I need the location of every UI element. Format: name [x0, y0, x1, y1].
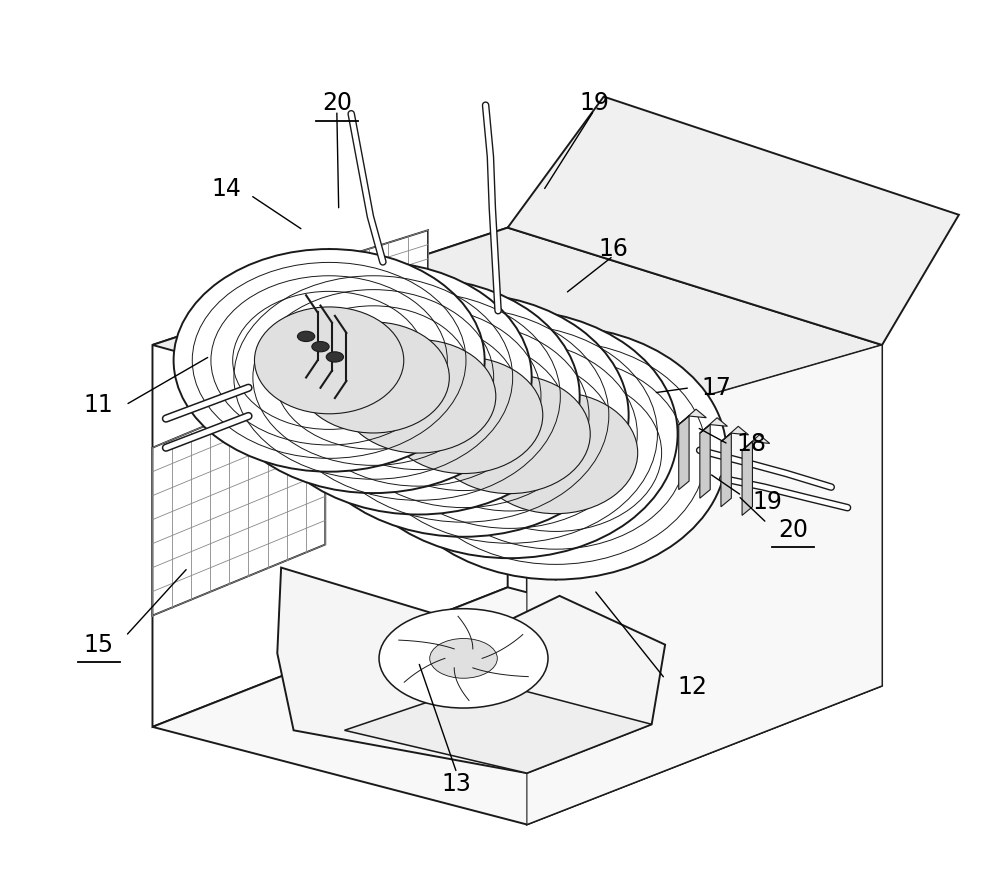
Polygon shape — [679, 416, 689, 490]
Text: 16: 16 — [598, 237, 628, 261]
Polygon shape — [679, 409, 706, 425]
Ellipse shape — [326, 351, 344, 362]
Text: 19: 19 — [752, 490, 782, 514]
Polygon shape — [210, 230, 428, 414]
Ellipse shape — [319, 273, 340, 287]
Polygon shape — [152, 587, 882, 824]
Text: 20: 20 — [778, 518, 808, 542]
Text: 18: 18 — [737, 433, 767, 457]
Ellipse shape — [429, 375, 590, 493]
Ellipse shape — [430, 639, 497, 678]
Ellipse shape — [215, 262, 532, 493]
Ellipse shape — [319, 434, 340, 448]
Polygon shape — [152, 376, 325, 615]
Ellipse shape — [341, 340, 496, 453]
Ellipse shape — [207, 353, 228, 368]
Text: 17: 17 — [701, 376, 731, 400]
Polygon shape — [344, 681, 652, 773]
Polygon shape — [152, 227, 882, 448]
Polygon shape — [277, 567, 665, 773]
Polygon shape — [373, 262, 418, 515]
Text: 20: 20 — [322, 92, 352, 115]
Polygon shape — [510, 310, 556, 580]
Polygon shape — [742, 435, 770, 450]
Text: 11: 11 — [84, 392, 114, 417]
Polygon shape — [418, 278, 464, 537]
Ellipse shape — [297, 331, 315, 342]
Text: 12: 12 — [677, 675, 707, 699]
Ellipse shape — [379, 608, 548, 708]
Polygon shape — [527, 345, 882, 824]
Text: 14: 14 — [211, 178, 241, 201]
Ellipse shape — [474, 392, 638, 514]
Polygon shape — [527, 345, 882, 824]
Polygon shape — [464, 293, 510, 558]
Text: 15: 15 — [84, 632, 114, 657]
Polygon shape — [700, 417, 727, 434]
Ellipse shape — [312, 342, 329, 351]
Text: 13: 13 — [442, 772, 472, 797]
Ellipse shape — [431, 353, 452, 368]
Text: 19: 19 — [579, 92, 609, 115]
Polygon shape — [329, 249, 373, 493]
Polygon shape — [721, 426, 749, 442]
Ellipse shape — [384, 357, 543, 474]
Ellipse shape — [342, 310, 678, 558]
Polygon shape — [700, 425, 710, 499]
Polygon shape — [508, 96, 959, 345]
Polygon shape — [742, 442, 752, 516]
Ellipse shape — [174, 249, 485, 472]
Ellipse shape — [298, 293, 629, 537]
Ellipse shape — [254, 307, 404, 414]
Ellipse shape — [385, 326, 727, 580]
Ellipse shape — [257, 278, 580, 515]
Ellipse shape — [297, 322, 449, 433]
Polygon shape — [152, 227, 508, 727]
Polygon shape — [721, 434, 731, 507]
